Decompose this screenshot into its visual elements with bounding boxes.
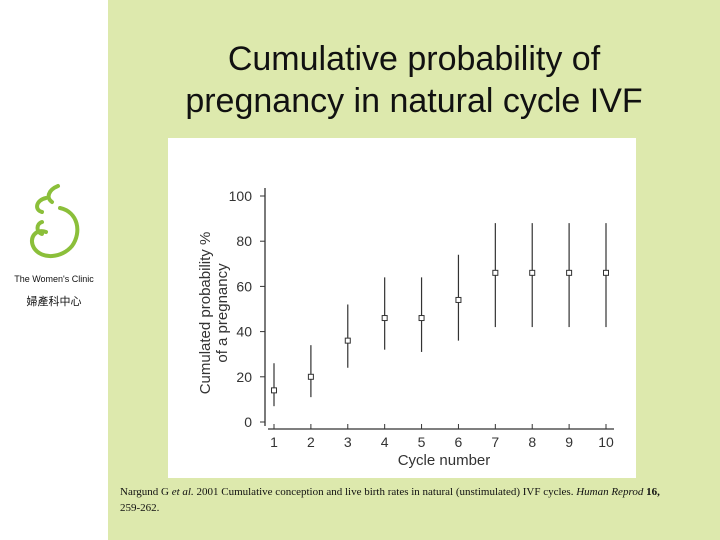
citation-title: 2001 Cumulative conception and live birt… — [193, 486, 577, 498]
citation-journal: Human Reprod — [576, 486, 644, 498]
y-tick-label: 80 — [236, 233, 252, 249]
x-tick-label: 5 — [418, 434, 426, 450]
y-tick-label: 60 — [236, 278, 252, 294]
sidebar — [0, 0, 108, 540]
citation-pages: 259-262. — [120, 502, 160, 514]
data-point — [418, 315, 425, 322]
x-tick-label: 7 — [491, 434, 499, 450]
data-point — [529, 269, 536, 276]
y-tick-label: 40 — [236, 324, 252, 340]
slide-title: Cumulative probability of pregnancy in n… — [108, 38, 720, 122]
citation-et-al: et al. — [171, 486, 194, 498]
citation-authors: Nargund G — [120, 486, 169, 498]
x-tick-label: 10 — [598, 434, 614, 450]
x-tick-label: 8 — [528, 434, 536, 450]
clinic-name-cn: 婦產科中心 — [26, 295, 82, 308]
data-point — [566, 269, 573, 276]
womens-clinic-logo-icon — [29, 184, 80, 258]
chart-panel: 0 20 40 60 80 100 1 2 3 4 5 6 7 8 9 10 Cycle number Cumul… — [168, 138, 636, 478]
x-tick-label: 1 — [270, 434, 278, 450]
data-point — [307, 373, 314, 380]
x-tick-label: 6 — [455, 434, 463, 450]
data-point — [344, 337, 351, 344]
data-point — [492, 269, 499, 276]
data-point — [603, 269, 609, 276]
x-tick-label: 9 — [565, 434, 573, 450]
y-tick-label: 0 — [244, 414, 252, 430]
clinic-name-en: The Women's Clinic — [14, 274, 94, 284]
y-axis-label: Cumulated probability % — [197, 232, 214, 395]
y-axis-label-line-2: of a pregnancy — [214, 263, 231, 363]
x-tick-label: 4 — [381, 434, 389, 450]
data-point — [271, 387, 277, 394]
y-tick-label: 100 — [229, 188, 253, 204]
data-point — [381, 315, 388, 322]
slide-title-line-1: Cumulative probability of — [227, 40, 601, 78]
slide-title-line-2: pregnancy in natural cycle IVF — [185, 82, 643, 120]
x-tick-label: 2 — [307, 434, 315, 450]
y-tick-label: 20 — [236, 369, 252, 385]
citation: Nargund G et al. 2001 Cumulative concept… — [120, 484, 680, 516]
x-axis-label: Cycle number — [398, 452, 491, 469]
data-point — [455, 296, 462, 303]
x-tick-label: 3 — [344, 434, 352, 450]
citation-volume: 16, — [643, 486, 660, 498]
chart: 0 20 40 60 80 100 1 2 3 4 5 6 7 8 9 10 Cycle number Cumul… — [197, 188, 614, 469]
